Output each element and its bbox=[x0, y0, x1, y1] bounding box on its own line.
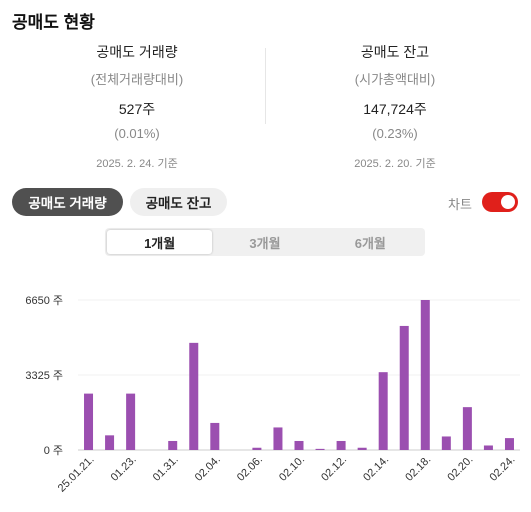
bar[interactable] bbox=[420, 300, 430, 450]
short-balance-value: 147,724주 bbox=[363, 101, 427, 117]
bar[interactable] bbox=[273, 427, 283, 450]
bar[interactable] bbox=[378, 372, 388, 450]
short-volume-pct: (0.01%) bbox=[114, 126, 160, 141]
bar[interactable] bbox=[504, 438, 514, 450]
period-selector: 1개월 3개월 6개월 bbox=[105, 228, 425, 256]
short-balance-stat: 공매도 잔고 (시가총액대비) 147,724주 (0.23%) 2025. 2… bbox=[270, 42, 520, 171]
period-6m-button[interactable]: 6개월 bbox=[354, 235, 386, 251]
x-tick-label: 02.04. bbox=[193, 454, 223, 484]
bar[interactable] bbox=[189, 342, 199, 450]
short-volume-chart: 0 주 3325 주 6650 주 25.01.21. 01.23. 01.31. 02.0… bbox=[25, 295, 520, 495]
x-tick-label: 02.10. bbox=[277, 454, 307, 484]
short-volume-label: 공매도 거래량 bbox=[96, 44, 178, 60]
short-balance-label: 공매도 잔고 bbox=[360, 44, 430, 60]
bar[interactable] bbox=[357, 447, 367, 450]
x-tick-label: 02.20. bbox=[445, 454, 475, 484]
period-1m-button[interactable]: 1개월 bbox=[107, 230, 213, 254]
x-tick-label: 02.24. bbox=[487, 454, 517, 484]
short-volume-stat: 공매도 거래량 (전체거래량대비) 527주 (0.01%) 2025. 2. … bbox=[12, 42, 262, 171]
chart-toggle[interactable] bbox=[482, 192, 518, 212]
bar[interactable] bbox=[84, 393, 94, 450]
y-tick-label: 0 주 bbox=[44, 445, 63, 457]
short-volume-sub: (전체거래량대비) bbox=[90, 72, 184, 87]
bar[interactable] bbox=[105, 435, 115, 450]
x-tick-label: 02.14. bbox=[361, 454, 391, 484]
bar[interactable] bbox=[483, 445, 493, 450]
bar[interactable] bbox=[441, 436, 451, 450]
bar[interactable] bbox=[399, 325, 409, 450]
bar[interactable] bbox=[294, 440, 304, 450]
x-tick-label: 02.06. bbox=[235, 454, 265, 484]
tab-short-balance[interactable]: 공매도 잔고 bbox=[130, 188, 227, 216]
bar[interactable] bbox=[336, 440, 346, 450]
x-tick-label: 01.31. bbox=[151, 454, 181, 484]
bar[interactable] bbox=[210, 422, 220, 450]
short-volume-value: 527주 bbox=[118, 101, 156, 117]
y-tick-label: 3325 주 bbox=[25, 370, 63, 382]
short-balance-date: 2025. 2. 20. 기준 bbox=[354, 158, 436, 170]
x-tick-label: 02.12. bbox=[319, 454, 349, 484]
tab-short-volume[interactable]: 공매도 거래량 bbox=[12, 188, 123, 216]
toggle-knob bbox=[501, 195, 515, 209]
short-balance-sub: (시가총액대비) bbox=[354, 72, 436, 87]
bar[interactable] bbox=[168, 440, 178, 450]
bar[interactable] bbox=[126, 393, 136, 450]
bar[interactable] bbox=[252, 447, 262, 450]
short-volume-date: 2025. 2. 24. 기준 bbox=[96, 158, 178, 170]
page-title: 공매도 현황 bbox=[12, 13, 95, 32]
x-tick-label: 01.23. bbox=[109, 454, 139, 484]
period-3m-button[interactable]: 3개월 bbox=[249, 235, 281, 251]
x-tick-label: 25.01.21. bbox=[56, 454, 97, 495]
bar[interactable] bbox=[462, 407, 472, 450]
y-tick-label: 6650 주 bbox=[25, 295, 63, 307]
short-balance-pct: (0.23%) bbox=[372, 126, 418, 141]
bar[interactable] bbox=[315, 448, 325, 450]
chart-toggle-label: 차트 bbox=[448, 197, 472, 212]
x-tick-label: 02.18. bbox=[403, 454, 433, 484]
stat-divider bbox=[265, 48, 266, 124]
